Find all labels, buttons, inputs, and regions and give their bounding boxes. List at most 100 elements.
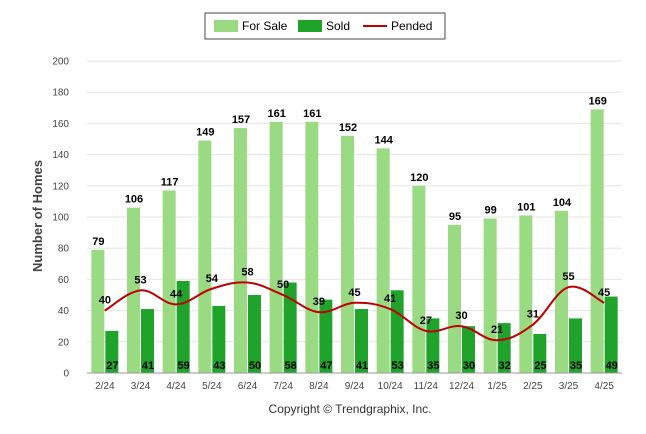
legend-box — [204, 12, 446, 40]
x-tick-label: 11/24 — [414, 381, 439, 392]
bar-sold — [248, 295, 261, 373]
y-tick-label: 80 — [58, 244, 70, 255]
bar-sold — [569, 318, 582, 373]
x-tick-label: 3/25 — [559, 381, 579, 392]
sold-value-label: 30 — [463, 360, 475, 372]
x-tick-label: 2/25 — [523, 381, 543, 392]
pended-value-label: 50 — [277, 279, 289, 291]
x-tick-label: 12/24 — [449, 381, 474, 392]
data-labels: 79 27 106 41 117 59 149 43 157 50 161 58 161 47 152 41 1… — [92, 95, 618, 372]
sold-value-label: 53 — [392, 360, 404, 372]
y-tick-label: 40 — [58, 306, 70, 317]
sold-value-label: 49 — [606, 360, 618, 372]
y-tick-label: 140 — [52, 150, 69, 161]
pended-line-group — [104, 281, 605, 342]
legend: For Sale Sold Pended — [204, 12, 446, 40]
pended-value-label: 55 — [562, 271, 574, 283]
sold-value-label: 35 — [427, 360, 439, 372]
y-tick-label: 100 — [52, 213, 69, 224]
legend-swatch-for-sale — [214, 20, 238, 32]
y-tick-label: 180 — [52, 88, 69, 99]
sold-value-label: 41 — [142, 360, 154, 372]
sold-value-label: 27 — [106, 360, 118, 372]
bar-sold — [141, 309, 154, 373]
legend-label-sold: Sold — [326, 19, 350, 33]
for-sale-value-label: 117 — [161, 176, 179, 188]
bar-for-sale — [448, 224, 461, 373]
for-sale-value-label: 120 — [410, 172, 428, 184]
bar-sold — [497, 323, 511, 373]
x-tick-label: 10/24 — [378, 381, 403, 392]
for-sale-value-label: 106 — [125, 194, 143, 206]
bar-sold — [105, 330, 119, 373]
sold-value-label: 43 — [213, 360, 225, 372]
bar-for-sale — [127, 207, 140, 373]
x-tick-label: 6/24 — [238, 381, 258, 392]
for-sale-value-label: 144 — [374, 134, 393, 146]
y-axis-label: Number of Homes — [30, 160, 45, 272]
x-tick-label: 8/24 — [309, 381, 329, 392]
pended-value-label: 41 — [384, 293, 396, 305]
bar-sold — [319, 299, 333, 373]
x-tick-label: 4/25 — [594, 381, 614, 392]
pended-value-label: 53 — [134, 274, 146, 286]
pended-value-label: 30 — [455, 310, 467, 322]
bars — [91, 109, 618, 374]
for-sale-value-label: 79 — [92, 236, 104, 248]
bar-for-sale — [162, 190, 176, 373]
for-sale-value-label: 152 — [339, 122, 357, 134]
bar-for-sale — [483, 218, 497, 373]
for-sale-value-label: 149 — [196, 127, 214, 139]
bar-for-sale — [269, 121, 283, 373]
pended-line — [104, 281, 605, 342]
sold-value-label: 35 — [570, 360, 582, 372]
y-tick-label: 200 — [52, 57, 69, 68]
x-axis-ticks: 2/24 3/24 4/24 5/24 6/24 7/24 8/24 9/24 10/24 11/… — [95, 381, 614, 392]
bar-sold — [533, 334, 547, 373]
pended-value-label: 44 — [170, 288, 183, 300]
x-tick-label: 7/24 — [273, 381, 293, 392]
bar-sold — [462, 326, 475, 373]
x-tick-label: 1/25 — [487, 381, 507, 392]
bar-sold — [212, 305, 226, 373]
bar-for-sale — [234, 128, 247, 373]
sold-value-label: 41 — [356, 360, 368, 372]
y-tick-label: 0 — [63, 369, 69, 380]
bar-sold — [604, 296, 618, 373]
legend-swatch-sold — [298, 20, 322, 32]
pended-value-label: 58 — [241, 267, 253, 279]
for-sale-value-label: 161 — [303, 108, 321, 120]
legend-label-pended: Pended — [391, 19, 432, 33]
bar-sold — [355, 309, 368, 373]
pended-value-label: 27 — [420, 315, 432, 327]
x-tick-label: 4/24 — [166, 381, 186, 392]
x-tick-label: 3/24 — [131, 381, 151, 392]
sold-value-label: 32 — [499, 360, 511, 372]
copyright-footer: Copyright © Trendgraphix, Inc. — [269, 402, 432, 416]
for-sale-value-label: 99 — [485, 205, 497, 217]
pended-value-label: 31 — [527, 309, 539, 321]
for-sale-value-label: 169 — [588, 95, 606, 107]
for-sale-value-label: 101 — [517, 201, 535, 213]
bar-for-sale — [376, 148, 390, 373]
pended-value-label: 21 — [491, 324, 503, 336]
bar-for-sale — [305, 121, 319, 373]
sold-value-label: 25 — [534, 360, 546, 372]
bar-for-sale — [91, 249, 105, 373]
y-tick-label: 120 — [52, 181, 69, 192]
for-sale-value-label: 161 — [267, 108, 285, 120]
bar-for-sale — [412, 185, 426, 373]
sold-value-label: 50 — [249, 360, 261, 372]
sold-value-label: 59 — [178, 360, 190, 372]
pended-value-label: 54 — [206, 273, 219, 285]
pended-value-label: 39 — [313, 296, 325, 308]
legend-label-for-sale: For Sale — [242, 19, 288, 33]
bar-sold — [283, 282, 297, 373]
x-tick-label: 5/24 — [202, 381, 222, 392]
gridlines — [87, 60, 622, 343]
bar-for-sale — [590, 109, 604, 374]
y-tick-label: 20 — [58, 337, 70, 348]
bar-for-sale — [519, 215, 533, 373]
x-tick-label: 9/24 — [345, 381, 365, 392]
